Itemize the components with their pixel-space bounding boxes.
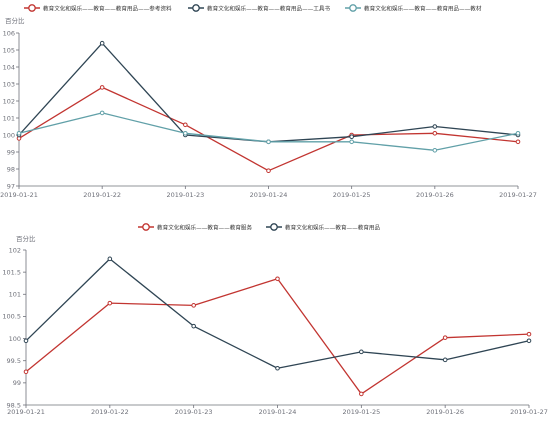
y-tick-label: 99.5 [7,357,21,365]
legend-marker [349,4,357,12]
series-2 [16,40,521,145]
legend-marker [270,223,278,231]
legend-item: 教育文化和娱乐——教育——教育用品 [266,223,381,232]
data-point [191,323,196,329]
legend-label: 教育文化和娱乐——教育——教育用品——工具书 [207,5,330,13]
x-tick-label: 2019-01-24 [250,191,288,199]
x-tick-label: 2019-01-22 [91,408,129,416]
y-axis-label: 百分比 [5,16,25,25]
data-point [191,303,196,308]
data-point [359,391,364,397]
data-point [432,124,438,129]
legend-item: 教育文化和娱乐——教育——教育服务 [138,223,253,232]
x-tick-label: 2019-01-21 [7,408,45,416]
legend-label: 教育文化和娱乐——教育——教育用品 [285,224,381,232]
x-tick-label: 2019-01-27 [510,408,548,416]
chart-1: 教育文化和娱乐——教育——教育用品——参考资料 教育文化和娱乐——教育——教育用品… [0,4,537,199]
data-point [99,40,105,46]
data-point [432,131,438,136]
legend-item: 教育文化和娱乐——教育——教育用品——工具书 [188,4,330,13]
y-tick-label: 99 [7,148,15,156]
series-line [25,278,530,395]
data-point [349,134,354,139]
data-point [526,338,532,344]
series-2 [23,256,532,371]
y-tick-label: 98.5 [7,401,21,409]
series-line [18,86,519,172]
series-3 [16,110,521,153]
data-point [515,139,521,145]
legend-item: 教育文化和娱乐——教育——教育用品——参考资料 [24,4,172,13]
series-line [25,258,530,369]
data-point [183,131,188,136]
x-tick-label: 2019-01-26 [416,191,454,199]
y-tick-label: 100 [3,131,15,139]
x-tick-label: 2019-01-22 [83,191,121,199]
x-tick-label: 2019-01-25 [342,408,380,416]
legend-marker [28,4,36,12]
y-tick-label: 99 [13,379,21,387]
y-tick-label: 103 [3,80,15,88]
data-point [99,85,105,90]
data-point [107,256,113,262]
x-tick-label: 2019-01-23 [166,191,204,199]
y-tick-label: 104 [3,63,15,71]
y-tick-label: 101 [3,114,15,122]
data-point [526,331,532,337]
y-tick-label: 101.5 [2,268,21,276]
x-tick-label: 2019-01-24 [259,408,297,416]
data-point [16,131,22,136]
legend-label: 教育文化和娱乐——教育——教育用品——教材 [364,5,482,13]
y-tick-label: 101 [9,291,21,299]
legend-label: 教育文化和娱乐——教育——教育用品——参考资料 [43,5,172,13]
y-tick-label: 102 [9,246,21,254]
series-1 [23,276,532,397]
y-tick-label: 102 [3,97,15,105]
data-point [349,139,354,145]
data-point [99,110,105,116]
data-point [432,148,438,153]
legend-marker [192,4,200,12]
y-tick-label: 98 [7,165,15,173]
y-tick-label: 97 [7,182,15,190]
x-tick-label: 2019-01-27 [499,191,537,199]
data-point [359,349,364,355]
y-tick-label: 100 [9,335,21,343]
y-tick-label: 105 [3,46,15,54]
data-point [266,168,271,173]
legend-label: 教育文化和娱乐——教育——教育服务 [157,224,253,232]
series-line [18,112,519,151]
x-tick-label: 2019-01-25 [333,191,371,199]
x-tick-label: 2019-01-26 [426,408,464,416]
data-point [442,357,448,363]
series-1 [16,85,521,173]
y-axis-label: 百分比 [16,234,36,243]
data-point [266,139,271,145]
data-point [515,131,521,136]
legend-marker [142,223,150,231]
legend-item: 教育文化和娱乐——教育——教育用品——教材 [345,4,482,13]
data-point [442,335,448,340]
data-point [183,122,188,128]
y-tick-label: 106 [3,29,15,37]
data-point [275,365,280,371]
data-point [23,338,29,344]
data-point [23,369,29,375]
x-tick-label: 2019-01-23 [175,408,213,416]
data-point [107,300,113,306]
y-tick-label: 100.5 [2,313,21,321]
data-point [275,276,280,282]
x-tick-label: 2019-01-21 [0,191,38,199]
